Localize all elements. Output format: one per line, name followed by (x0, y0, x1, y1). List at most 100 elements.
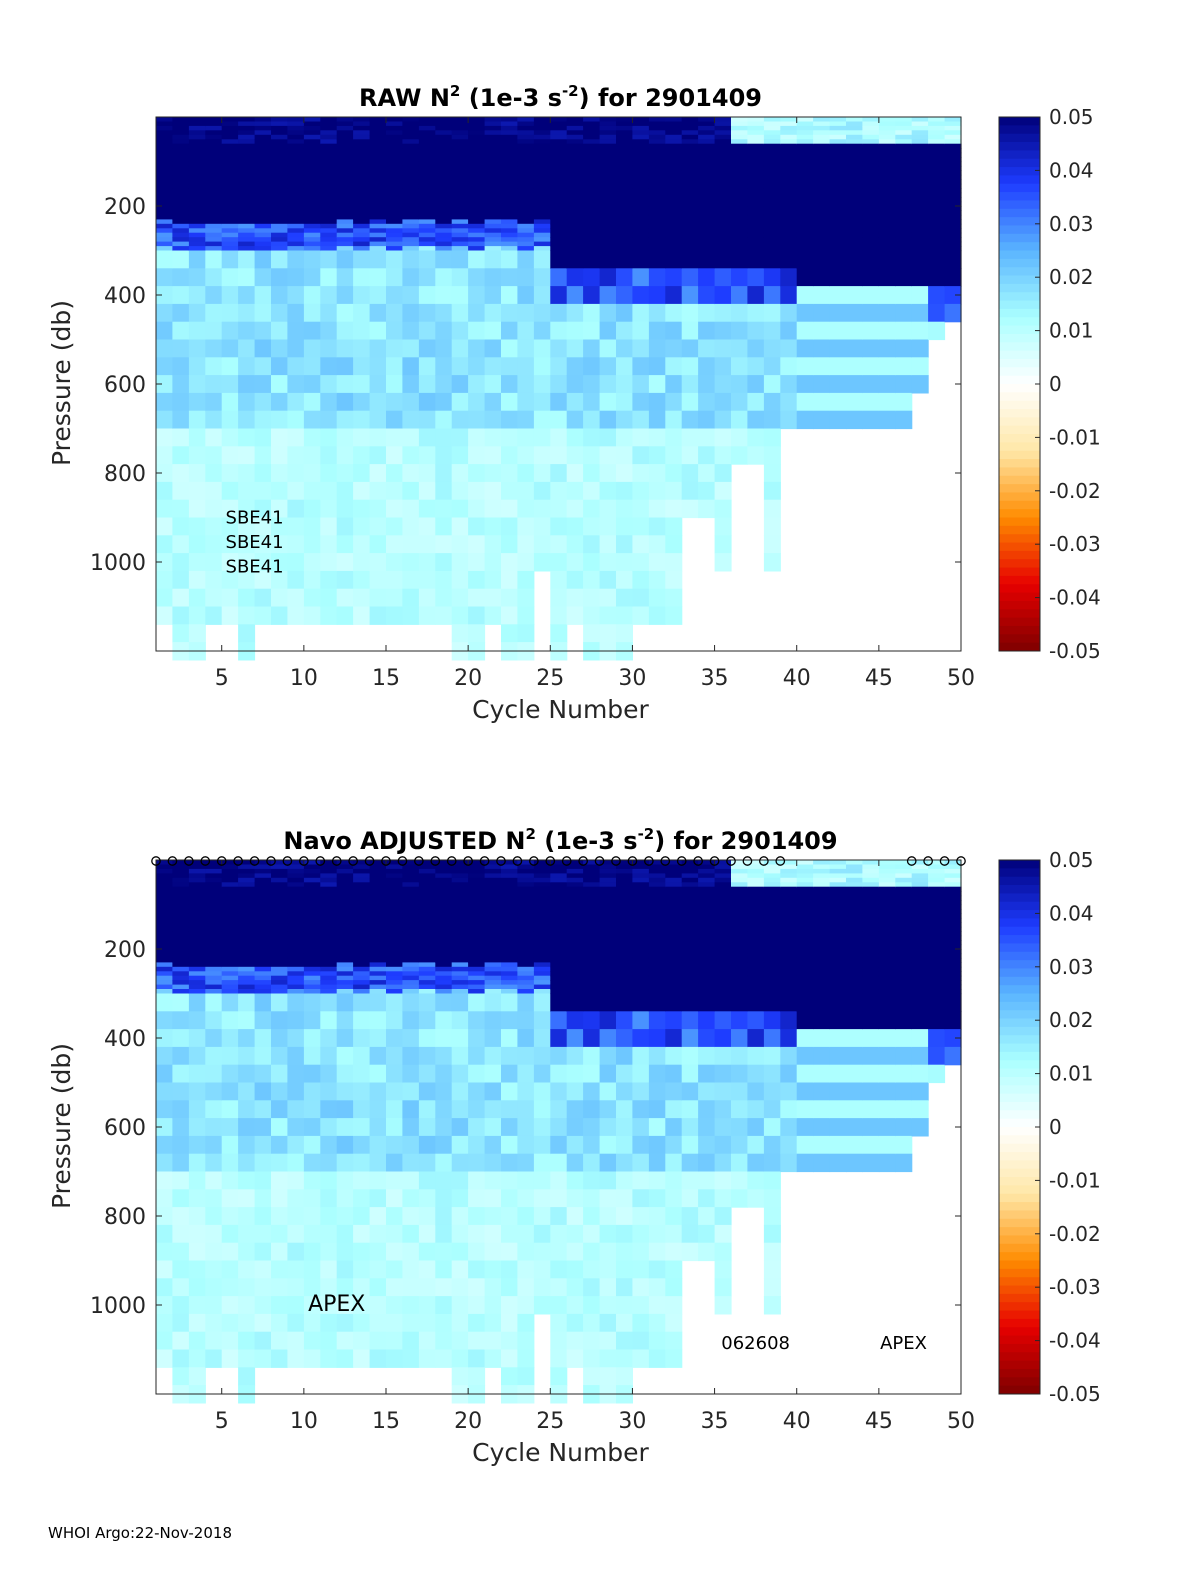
heatmap-cell (238, 117, 256, 123)
heatmap-cell (813, 940, 831, 946)
heatmap-cell (928, 174, 946, 180)
heatmap-cell (451, 886, 469, 892)
heatmap-cell (599, 517, 617, 536)
heatmap-cell (599, 935, 617, 941)
heatmap-cell (632, 268, 650, 287)
heatmap-cell (484, 241, 502, 247)
heatmap-cell (550, 917, 568, 923)
heatmap-cell (862, 188, 880, 194)
heatmap-cell (435, 139, 453, 145)
heatmap-cell (353, 139, 371, 145)
heatmap-cell (731, 1118, 748, 1137)
heatmap-cell (599, 210, 617, 216)
heatmap-cell (895, 303, 913, 323)
heatmap-cell (320, 517, 338, 536)
heatmap-cell (714, 232, 732, 238)
heatmap-cell (796, 206, 814, 211)
heatmap-cell (402, 339, 420, 358)
heatmap-cell (632, 339, 650, 358)
heatmap-cell (271, 152, 288, 158)
heatmap-cell (238, 900, 256, 906)
heatmap-cell (402, 913, 420, 919)
heatmap-cell (418, 1242, 436, 1262)
heatmap-cell (221, 873, 239, 879)
colorbar-segment (999, 350, 1040, 360)
heatmap-cell (205, 1313, 223, 1333)
heatmap-cell (862, 214, 880, 220)
colorbar-segment (999, 275, 1040, 285)
heatmap-cell (205, 553, 223, 572)
heatmap-cell (796, 143, 814, 149)
heatmap-cell (665, 1171, 683, 1190)
heatmap-cell (616, 303, 633, 323)
heatmap-cell (813, 197, 831, 203)
heatmap-cell (714, 174, 732, 180)
heatmap-cell (172, 588, 190, 608)
heatmap-cell (714, 446, 732, 465)
heatmap-cell (731, 1189, 748, 1208)
heatmap-cell (583, 210, 601, 216)
heatmap-cell (616, 913, 633, 919)
heatmap-cell (517, 219, 535, 225)
heatmap-cell (763, 125, 781, 131)
heatmap-cell (188, 228, 206, 234)
heatmap-cell (435, 179, 453, 185)
heatmap-cell (813, 246, 831, 252)
heatmap-cell (254, 993, 272, 1012)
heatmap-cell (484, 152, 502, 158)
heatmap-cell (780, 900, 798, 906)
heatmap-cell (813, 913, 831, 919)
heatmap-cell (928, 993, 946, 1012)
heatmap-cell (599, 161, 617, 167)
heatmap-cell (271, 891, 288, 897)
heatmap-cell (287, 900, 305, 906)
heatmap-cell (698, 917, 716, 923)
heatmap-cell (566, 957, 584, 963)
heatmap-cell (320, 1242, 338, 1262)
heatmap-cell (862, 1011, 880, 1030)
heatmap-cell (156, 864, 173, 870)
heatmap-cell (796, 957, 814, 963)
heatmap-cell (287, 882, 305, 888)
heatmap-cell (517, 886, 535, 892)
heatmap-cell (418, 980, 436, 986)
heatmap-cell (336, 210, 354, 216)
heatmap-cell (353, 877, 371, 883)
heatmap-cell (501, 183, 518, 189)
heatmap-cell (566, 410, 584, 430)
heatmap-cell (533, 121, 551, 127)
heatmap-cell (895, 250, 913, 269)
heatmap-cell (451, 1029, 469, 1048)
heatmap-cell (878, 143, 896, 149)
heatmap-cell (271, 971, 288, 977)
heatmap-cell (369, 237, 387, 243)
heatmap-cell (648, 228, 666, 234)
heatmap-cell (303, 975, 321, 981)
heatmap-cell (271, 1260, 288, 1279)
heatmap-cell (681, 223, 699, 229)
heatmap-cell (188, 1242, 206, 1262)
heatmap-cell (402, 1118, 420, 1137)
heatmap-cell (287, 392, 305, 412)
heatmap-cell (533, 286, 551, 305)
heatmap-cell (435, 148, 453, 154)
heatmap-cell (451, 957, 469, 963)
heatmap-cell (616, 206, 633, 211)
heatmap-cell (386, 117, 403, 123)
heatmap-cell (550, 219, 568, 225)
heatmap-cell (878, 1100, 896, 1119)
heatmap-cell (780, 1011, 798, 1030)
heatmap-cell (780, 170, 798, 176)
heatmap-cell (402, 357, 420, 376)
heatmap-cell (878, 922, 896, 928)
heatmap-cell (205, 321, 223, 341)
heatmap-cell (747, 375, 765, 394)
heatmap-cell (648, 410, 666, 430)
heatmap-cell (681, 232, 699, 238)
heatmap-cell (468, 962, 486, 968)
heatmap-cell (238, 157, 256, 163)
heatmap-cell (303, 268, 321, 287)
heatmap-cell (829, 980, 847, 986)
heatmap-cell (501, 125, 518, 131)
heatmap-cell (731, 228, 748, 234)
